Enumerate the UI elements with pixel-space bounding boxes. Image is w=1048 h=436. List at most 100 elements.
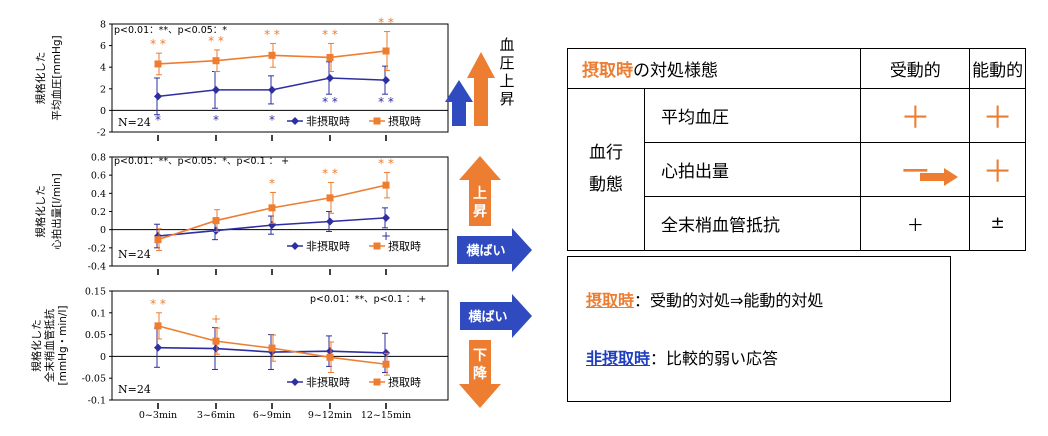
y-tick-label: 0 (100, 106, 106, 117)
n-label: N=24 (118, 248, 151, 261)
point-nonintake (382, 213, 390, 222)
sig-mark-intake: * * (150, 37, 166, 51)
point-intake (326, 353, 334, 361)
y-tick-label: 0.6 (91, 171, 106, 182)
resistance-down-arrow (459, 340, 501, 408)
point-intake (154, 322, 162, 330)
blood-pressure-up-arrow-blue (452, 100, 466, 126)
point-nonintake (382, 76, 390, 85)
legend-label-nonintake: 非摂取時 (306, 114, 350, 128)
header-rest: の対処様態 (633, 60, 718, 81)
y-tick-label: 6 (100, 41, 106, 52)
group-line2: 動態 (589, 175, 623, 196)
point-nonintake (268, 85, 276, 94)
legend-marker-intake (373, 242, 381, 250)
sig-mark-intake: * * (150, 297, 166, 311)
point-intake (326, 194, 334, 202)
point-nonintake (154, 92, 162, 101)
legend: 非摂取時 摂取時 (287, 114, 421, 128)
sig-mark-intake: * * (208, 34, 224, 48)
row-active: ＋ (969, 141, 1026, 197)
sig-note: p<0.01：**、p<0.05：* (114, 25, 227, 36)
summary-line-2: 非摂取時：比較的弱い応答 (586, 345, 778, 369)
y-axis-label: 心拍出量[l/min] (50, 173, 63, 249)
point-intake (382, 181, 390, 189)
point-intake (382, 360, 390, 368)
legend-marker-nonintake (291, 117, 299, 125)
y-axis-label: 規格化した (34, 185, 47, 238)
legend-label-intake: 摂取時 (388, 239, 421, 253)
y-axis-label: 規格化した (34, 52, 47, 105)
group-line1: 血行 (589, 143, 623, 164)
chart-panel-3: 0.15 0.1 0.05 0 -0.05 -0.1 規格化した 全末梢血管抵抗 [mmHg・m… (30, 287, 449, 409)
resistance-flat-arrow (460, 294, 532, 338)
point-nonintake (212, 85, 220, 94)
row-passive: ＋ (860, 87, 971, 143)
blood-pressure-label: 圧 (499, 54, 514, 72)
y-axis-label: 平均血圧[mmHg] (50, 35, 63, 120)
point-nonintake (326, 217, 334, 226)
cardiac-output-up-label: 昇 (473, 204, 487, 220)
blood-pressure-up-arrow-blue-head (445, 80, 473, 102)
sig-mark-intake: + (211, 312, 221, 326)
y-tick-label: 0.05 (85, 330, 106, 341)
legend-label-intake: 摂取時 (388, 375, 421, 389)
blood-pressure-up-arrow-orange-head (467, 52, 495, 78)
summary-key-2: 非摂取時 (586, 349, 651, 368)
x-tick-label: 3~6min (197, 410, 235, 421)
sig-mark-intake: * * (264, 27, 280, 41)
col-passive: 受動的 (860, 48, 971, 89)
point-intake (382, 47, 390, 55)
sig-mark-intake: * (269, 176, 275, 190)
y-tick-label: 0 (100, 352, 106, 363)
transition-arrow-icon (920, 168, 958, 186)
legend-marker-intake (373, 378, 381, 386)
y-tick-label: 0.15 (85, 287, 106, 298)
y-tick-label: 4 (100, 63, 106, 74)
point-nonintake (212, 344, 220, 353)
sig-mark-nonintake: * (269, 113, 275, 127)
resistance-down-label: 降 (473, 365, 488, 382)
resistance-flat-label: 横ばい (468, 309, 507, 325)
table-header: 摂取時の対処様態 (566, 48, 862, 89)
y-axis-label: 規格化した (30, 319, 43, 372)
sig-mark-nonintake: * (155, 113, 161, 127)
point-intake (212, 217, 220, 225)
y-tick-label: -0.2 (88, 243, 106, 254)
legend: 非摂取時 摂取時 (287, 239, 421, 253)
point-intake (268, 344, 276, 352)
x-tick-label: 12~15min (361, 410, 411, 421)
point-intake (154, 60, 162, 68)
resistance-down-label: 下 (473, 348, 487, 364)
sig-mark-nonintake: * * (378, 95, 394, 109)
point-intake (154, 236, 162, 244)
row-passive: ＋ (860, 195, 971, 252)
summary-line-1: 摂取時：受動的対処⇒能動的対処 (586, 287, 823, 311)
cardiac-output-flat-label: 横ばい (466, 243, 505, 259)
legend: 非摂取時 摂取時 (287, 375, 421, 389)
blood-pressure-label: 上 (499, 72, 514, 90)
n-label: N=24 (118, 383, 151, 396)
y-tick-label: 0.8 (91, 153, 106, 164)
legend-marker-nonintake (291, 378, 299, 386)
y-tick-label: -2 (97, 128, 106, 139)
sig-mark-nonintake: * (213, 113, 219, 127)
coping-table: 摂取時の対処様態 受動的 能動的 血行 動態 平均血圧 ＋ ＋ 心拍出量 ー ＋ … (566, 48, 1026, 252)
point-nonintake (326, 347, 334, 356)
x-tick-label: 0~3min (139, 410, 177, 421)
y-tick-label: 2 (100, 84, 106, 95)
cardiac-output-up-label: 上 (473, 186, 487, 202)
y-tick-label: 0.4 (91, 189, 106, 200)
x-tick-label: 6~9min (253, 410, 291, 421)
y-tick-label: -0.1 (88, 396, 106, 407)
legend-label-nonintake: 非摂取時 (306, 375, 350, 389)
n-label: N=24 (118, 116, 151, 129)
y-tick-label: 0 (100, 225, 106, 236)
plot-frame (111, 290, 449, 401)
blood-pressure-label: 血 (499, 36, 514, 54)
sig-mark-intake: * * (322, 166, 338, 180)
plot-frame (111, 23, 449, 133)
summary-rest-2: ：比較的弱い応答 (650, 349, 779, 368)
